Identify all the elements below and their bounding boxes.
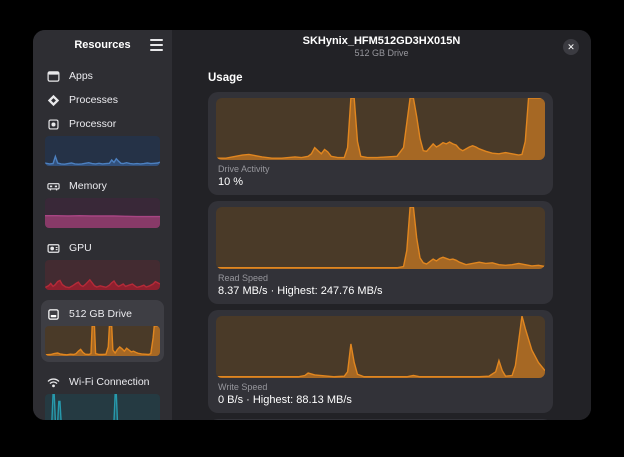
processor-mini-chart xyxy=(45,136,160,166)
resources-app-window: Resources Apps Processes xyxy=(33,30,591,420)
menu-icon[interactable] xyxy=(150,39,163,51)
read-speed-chart xyxy=(216,207,545,269)
chart-label: Write Speed xyxy=(216,382,545,392)
sidebar-item-apps[interactable]: Apps xyxy=(43,66,162,86)
sidebar-item-wifi[interactable]: Wi-Fi Connection xyxy=(43,372,162,420)
processes-icon xyxy=(47,94,60,107)
wifi-mini-chart xyxy=(45,394,160,420)
chart-value: 8.37 MB/s · Highest: 247.76 MB/s xyxy=(216,285,545,298)
apps-icon xyxy=(47,70,60,83)
total-read-card: Total Read xyxy=(208,419,553,420)
sidebar-item-label: Processor xyxy=(69,118,116,130)
sidebar-item-label: GPU xyxy=(69,242,92,254)
read-speed-card: Read Speed 8.37 MB/s · Highest: 247.76 M… xyxy=(208,201,553,304)
processor-icon xyxy=(47,118,60,131)
page-title: SKHynix_HFM512GD3HX015N xyxy=(303,35,461,48)
gpu-mini-chart xyxy=(45,260,160,290)
drive-activity-chart xyxy=(216,98,545,160)
sidebar-list: Apps Processes Processor xyxy=(33,60,172,420)
chart-value: 0 B/s · Highest: 88.13 MB/s xyxy=(216,394,545,407)
sidebar-item-gpu[interactable]: GPU xyxy=(43,238,162,290)
sidebar-item-label: 512 GB Drive xyxy=(69,308,132,320)
memory-icon xyxy=(47,180,60,193)
drive-activity-card: Drive Activity 10 % xyxy=(208,92,553,195)
sidebar-item-drive[interactable]: 512 GB Drive xyxy=(41,300,164,362)
sidebar-header: Resources xyxy=(33,30,172,60)
section-title: Usage xyxy=(208,72,553,84)
sidebar-item-label: Apps xyxy=(69,70,93,82)
app-title: Resources xyxy=(74,39,130,51)
sidebar: Resources Apps Processes xyxy=(33,30,172,420)
write-speed-card: Write Speed 0 B/s · Highest: 88.13 MB/s xyxy=(208,310,553,413)
chart-value: 10 % xyxy=(216,176,545,189)
memory-mini-chart xyxy=(45,198,160,228)
drive-mini-chart xyxy=(45,326,160,356)
sidebar-item-label: Processes xyxy=(69,94,118,106)
usage-section: Usage Drive Activity 10 % Read Speed 8.3… xyxy=(172,64,591,420)
sidebar-item-processes[interactable]: Processes xyxy=(43,90,162,110)
chart-label: Drive Activity xyxy=(216,164,545,174)
gpu-icon xyxy=(47,242,60,255)
content-pane: SKHynix_HFM512GD3HX015N 512 GB Drive ✕ U… xyxy=(172,30,591,420)
sidebar-item-memory[interactable]: Memory xyxy=(43,176,162,228)
sidebar-item-label: Memory xyxy=(69,180,107,192)
content-header: SKHynix_HFM512GD3HX015N 512 GB Drive ✕ xyxy=(172,30,591,64)
chart-label: Read Speed xyxy=(216,273,545,283)
drive-icon xyxy=(47,308,60,321)
close-button[interactable]: ✕ xyxy=(563,39,579,55)
write-speed-chart xyxy=(216,316,545,378)
sidebar-item-label: Wi-Fi Connection xyxy=(69,376,150,388)
wifi-icon xyxy=(47,376,60,389)
page-subtitle: 512 GB Drive xyxy=(354,48,408,59)
sidebar-item-processor[interactable]: Processor xyxy=(43,114,162,166)
